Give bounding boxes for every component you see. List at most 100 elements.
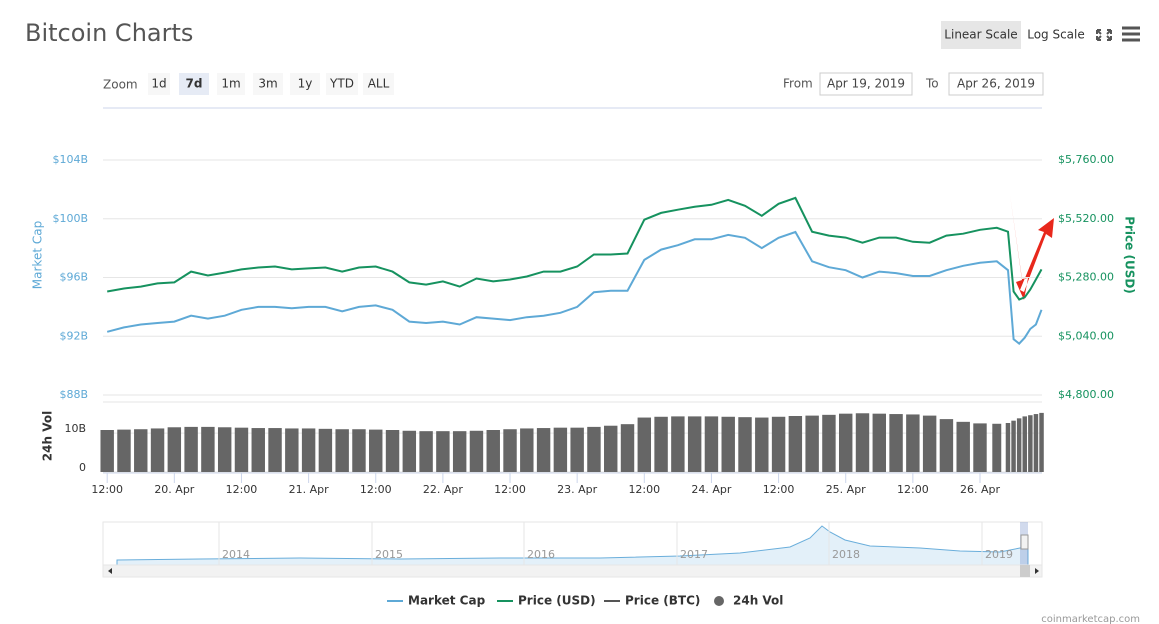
series-line bbox=[107, 196, 1043, 301]
to-label: To bbox=[925, 77, 939, 91]
volume-bar bbox=[217, 427, 232, 472]
scrollbar-thumb[interactable] bbox=[1020, 565, 1030, 577]
x-tick-label: 24. Apr bbox=[691, 483, 731, 496]
volume-bar bbox=[150, 428, 165, 472]
volume-bar bbox=[385, 430, 400, 472]
x-tick-label: 21. Apr bbox=[289, 483, 329, 496]
zoom-button[interactable] bbox=[148, 73, 170, 95]
red-arrow-annotation bbox=[1010, 195, 1054, 300]
y2-axis-title: Price (USD) bbox=[1123, 216, 1137, 294]
volume-bar bbox=[201, 426, 215, 472]
volume-bar bbox=[1016, 418, 1022, 472]
navigator-handle[interactable] bbox=[1020, 534, 1029, 550]
navigator-label: 2018 bbox=[832, 548, 860, 561]
volume-bar bbox=[822, 414, 836, 472]
zoom-button-label: 1d bbox=[151, 77, 166, 91]
zoom-button[interactable] bbox=[253, 73, 283, 95]
zoom-button[interactable] bbox=[179, 73, 209, 95]
volume-bar bbox=[301, 428, 316, 472]
from-label: From bbox=[783, 77, 813, 91]
legend-label[interactable]: Price (BTC) bbox=[625, 594, 700, 608]
fullscreen-icon[interactable] bbox=[1096, 29, 1112, 41]
volume-bar bbox=[604, 425, 618, 472]
zoom-button-label: YTD bbox=[329, 77, 354, 91]
to-input[interactable] bbox=[948, 72, 1044, 96]
volume-bar bbox=[167, 427, 182, 472]
x-tick-label: 12:00 bbox=[494, 483, 526, 496]
volume-bar bbox=[352, 429, 366, 472]
page-title: Bitcoin Charts bbox=[25, 19, 193, 47]
volume-bar bbox=[654, 416, 668, 472]
zoom-button-label: 1y bbox=[298, 77, 313, 91]
volume-bar bbox=[436, 431, 450, 472]
x-tick-label: 20. Apr bbox=[154, 483, 194, 496]
legend-label[interactable]: Price (USD) bbox=[518, 594, 596, 608]
x-tick-label: 12:00 bbox=[91, 483, 123, 496]
scrollbar[interactable] bbox=[102, 564, 1043, 578]
zoom-button-label: ALL bbox=[368, 77, 390, 91]
zoom-button[interactable] bbox=[217, 73, 245, 95]
x-tick-label: 12:00 bbox=[763, 483, 795, 496]
zoom-button[interactable] bbox=[290, 73, 320, 95]
volume-bar bbox=[738, 417, 752, 472]
volume-bar bbox=[285, 428, 299, 472]
volume-bar bbox=[704, 416, 719, 472]
volume-bar bbox=[671, 416, 685, 472]
x-tick-label: 12:00 bbox=[628, 483, 660, 496]
volume-bar bbox=[452, 431, 467, 472]
from-input[interactable] bbox=[819, 72, 913, 96]
zoom-label: Zoom bbox=[103, 78, 138, 92]
credit: coinmarketcap.com bbox=[1041, 614, 1140, 624]
volume-bar bbox=[872, 413, 886, 472]
navigator bbox=[102, 521, 1043, 578]
volume-bar bbox=[503, 429, 517, 472]
legend-label[interactable]: Market Cap bbox=[408, 594, 486, 608]
volume-bar bbox=[939, 419, 954, 472]
volume-bar bbox=[268, 428, 282, 472]
volume-bar bbox=[570, 427, 584, 472]
volume-bar bbox=[251, 428, 265, 472]
volume-bar bbox=[922, 415, 937, 472]
volume-bar bbox=[771, 416, 786, 472]
volume-bar bbox=[687, 416, 702, 472]
y-tick-label: $104B bbox=[52, 153, 88, 166]
scale-button-label: Linear Scale bbox=[944, 28, 1017, 42]
navigator-label: 2019 bbox=[985, 548, 1013, 561]
scale-button-label: Log Scale bbox=[1027, 28, 1085, 42]
volume-bar bbox=[553, 427, 568, 472]
x-tick-label: 23. Apr bbox=[557, 483, 597, 496]
volume-bar bbox=[906, 414, 920, 472]
volume-bar bbox=[486, 430, 500, 472]
volume-bar bbox=[184, 426, 198, 472]
x-tick-label: 26. Apr bbox=[960, 483, 1000, 496]
y2-tick-label: $5,760.00 bbox=[1058, 153, 1114, 166]
plot-area: $88B $92B $96B $100B $104B $4,800.00 $5,040.00… bbox=[31, 153, 1137, 496]
zoom-button-label: 3m bbox=[258, 77, 277, 91]
volume-bar bbox=[788, 416, 803, 472]
scale-button[interactable] bbox=[941, 21, 1021, 49]
volume-bar bbox=[620, 424, 635, 472]
volume-bar bbox=[721, 416, 735, 472]
volume-bar bbox=[1005, 423, 1011, 472]
volume-bar bbox=[637, 417, 652, 472]
volume-bar bbox=[587, 426, 601, 472]
volume-bar bbox=[973, 423, 987, 472]
y-axis-title: Market Cap bbox=[31, 221, 45, 289]
legend-label[interactable]: 24h Vol bbox=[733, 594, 783, 608]
x-tick-label: 12:00 bbox=[360, 483, 392, 496]
volume-bar bbox=[1022, 416, 1027, 472]
volume-bar bbox=[369, 429, 383, 472]
volume-bar bbox=[335, 429, 349, 472]
volume-bar bbox=[469, 430, 484, 472]
y2-tick-label: $5,280.00 bbox=[1058, 271, 1114, 284]
volume-bar bbox=[134, 429, 148, 472]
volume-bar bbox=[419, 431, 433, 472]
menu-icon[interactable] bbox=[1122, 26, 1140, 42]
zoom-button[interactable] bbox=[363, 73, 394, 95]
volume-bar bbox=[1028, 415, 1033, 472]
x-tick-label: 12:00 bbox=[897, 483, 929, 496]
volume-bar bbox=[402, 430, 417, 472]
y-tick-label: $92B bbox=[59, 329, 88, 342]
zoom-button[interactable] bbox=[326, 73, 358, 95]
